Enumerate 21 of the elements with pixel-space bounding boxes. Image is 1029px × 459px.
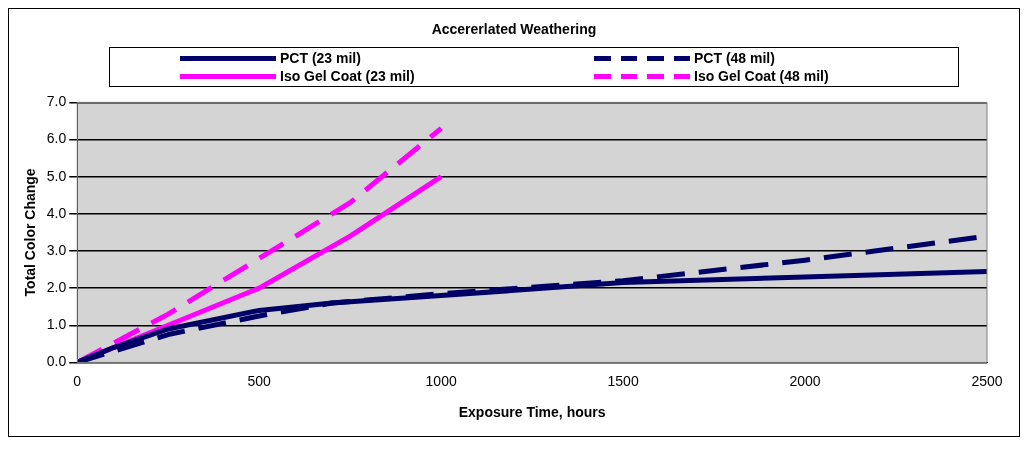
x-tick-label: 1000 <box>425 372 457 389</box>
y-tick-label: 4.0 <box>46 204 67 221</box>
legend-label: Iso Gel Coat (23 mil) <box>280 68 415 84</box>
x-tick-label: 1500 <box>607 372 639 389</box>
x-tick-label: 0 <box>73 372 82 389</box>
legend-label: Iso Gel Coat (48 mil) <box>694 68 829 84</box>
y-tick-label: 0.0 <box>46 353 67 370</box>
x-axis-title: Exposure Time, hours <box>458 404 606 421</box>
y-tick-label: 1.0 <box>46 316 67 333</box>
y-tick-label: 2.0 <box>46 278 67 295</box>
x-tick-label: 500 <box>247 372 272 389</box>
legend-label: PCT (23 mil) <box>280 50 361 66</box>
y-axis-title: Total Color Change <box>22 168 39 297</box>
x-tick-label: 2000 <box>789 372 821 389</box>
y-tick-label: 6.0 <box>46 130 67 147</box>
chart-title: Accererlated Weathering <box>430 20 598 39</box>
y-tick-label: 7.0 <box>46 93 67 110</box>
y-tick-label: 5.0 <box>46 167 67 184</box>
legend-label: PCT (48 mil) <box>694 50 775 66</box>
x-tick-label: 2500 <box>971 372 1003 389</box>
y-tick-label: 3.0 <box>46 241 67 258</box>
